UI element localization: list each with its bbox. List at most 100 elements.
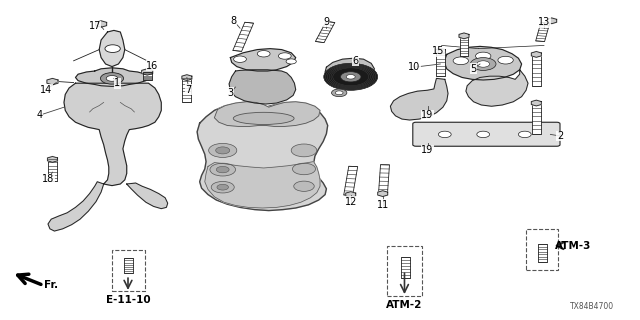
Polygon shape: [141, 69, 153, 75]
Circle shape: [291, 144, 317, 157]
Circle shape: [477, 61, 490, 67]
Polygon shape: [182, 75, 192, 81]
Circle shape: [105, 45, 120, 52]
Polygon shape: [143, 72, 152, 80]
Polygon shape: [536, 22, 550, 42]
Circle shape: [100, 73, 124, 84]
Text: 3: 3: [227, 88, 234, 98]
Polygon shape: [214, 102, 320, 126]
Circle shape: [335, 91, 343, 95]
Bar: [526, 229, 558, 270]
Text: Fr.: Fr.: [44, 280, 58, 291]
Polygon shape: [316, 21, 335, 43]
Circle shape: [438, 131, 451, 138]
Polygon shape: [197, 102, 328, 211]
Text: 19: 19: [421, 110, 434, 120]
Polygon shape: [48, 159, 57, 181]
Polygon shape: [325, 58, 374, 81]
Text: 14: 14: [40, 84, 52, 95]
Circle shape: [332, 89, 347, 97]
Text: TX84B4700: TX84B4700: [570, 302, 614, 311]
Polygon shape: [47, 78, 58, 85]
Text: 5: 5: [470, 64, 477, 74]
Text: 6: 6: [352, 56, 358, 66]
Polygon shape: [233, 22, 253, 51]
Text: 11: 11: [376, 200, 389, 210]
Polygon shape: [390, 78, 448, 120]
Polygon shape: [378, 165, 390, 194]
Text: 1: 1: [114, 78, 120, 88]
Polygon shape: [182, 78, 191, 102]
Text: 2: 2: [557, 131, 563, 141]
Circle shape: [286, 59, 296, 64]
Polygon shape: [127, 183, 168, 209]
FancyBboxPatch shape: [413, 122, 560, 146]
Polygon shape: [124, 259, 133, 273]
Text: 9: 9: [323, 17, 330, 27]
Text: 16: 16: [146, 60, 159, 71]
Circle shape: [257, 51, 270, 57]
Circle shape: [340, 72, 361, 82]
Circle shape: [216, 147, 230, 154]
Polygon shape: [47, 156, 58, 162]
Polygon shape: [435, 48, 445, 54]
Text: 17: 17: [88, 21, 101, 31]
Circle shape: [453, 57, 468, 65]
Polygon shape: [445, 46, 522, 80]
Bar: [112, 250, 145, 291]
Text: E-11-10: E-11-10: [106, 295, 150, 305]
Polygon shape: [229, 70, 296, 104]
Polygon shape: [538, 244, 547, 262]
Circle shape: [470, 58, 496, 70]
Polygon shape: [436, 52, 445, 76]
Text: 18: 18: [42, 174, 54, 184]
Circle shape: [106, 76, 118, 81]
Polygon shape: [401, 257, 410, 278]
Text: 4: 4: [36, 110, 43, 120]
Text: ATM-2: ATM-2: [387, 300, 422, 310]
Polygon shape: [532, 103, 541, 134]
Circle shape: [294, 181, 314, 191]
Text: 15: 15: [432, 46, 445, 56]
Circle shape: [211, 181, 234, 193]
Polygon shape: [64, 83, 161, 186]
Circle shape: [278, 53, 291, 59]
Circle shape: [324, 63, 378, 90]
Text: 13: 13: [538, 17, 550, 28]
Circle shape: [216, 166, 229, 173]
Text: 7: 7: [186, 84, 192, 95]
Polygon shape: [95, 21, 107, 27]
Polygon shape: [346, 192, 356, 197]
Polygon shape: [466, 70, 528, 106]
Circle shape: [498, 56, 513, 64]
Polygon shape: [532, 55, 541, 86]
Circle shape: [477, 131, 490, 138]
Circle shape: [217, 184, 228, 190]
Polygon shape: [531, 52, 541, 57]
Polygon shape: [460, 37, 468, 56]
Circle shape: [209, 143, 237, 157]
Ellipse shape: [234, 112, 294, 124]
Circle shape: [292, 163, 316, 175]
Polygon shape: [459, 33, 469, 39]
Polygon shape: [76, 68, 148, 86]
Polygon shape: [344, 166, 358, 195]
Text: 19: 19: [421, 145, 434, 156]
Polygon shape: [547, 18, 557, 24]
Polygon shape: [99, 30, 125, 67]
Text: ATM-3: ATM-3: [555, 241, 591, 251]
Circle shape: [210, 163, 236, 176]
Text: 10: 10: [408, 62, 420, 72]
Polygon shape: [378, 191, 388, 196]
Polygon shape: [230, 49, 296, 71]
Text: 8: 8: [230, 16, 237, 26]
Polygon shape: [48, 182, 104, 231]
Circle shape: [234, 56, 246, 62]
Text: 12: 12: [344, 196, 357, 207]
Circle shape: [476, 52, 491, 60]
Bar: [387, 246, 422, 296]
Circle shape: [346, 75, 355, 79]
Polygon shape: [205, 162, 320, 208]
Circle shape: [518, 131, 531, 138]
Polygon shape: [531, 100, 541, 106]
